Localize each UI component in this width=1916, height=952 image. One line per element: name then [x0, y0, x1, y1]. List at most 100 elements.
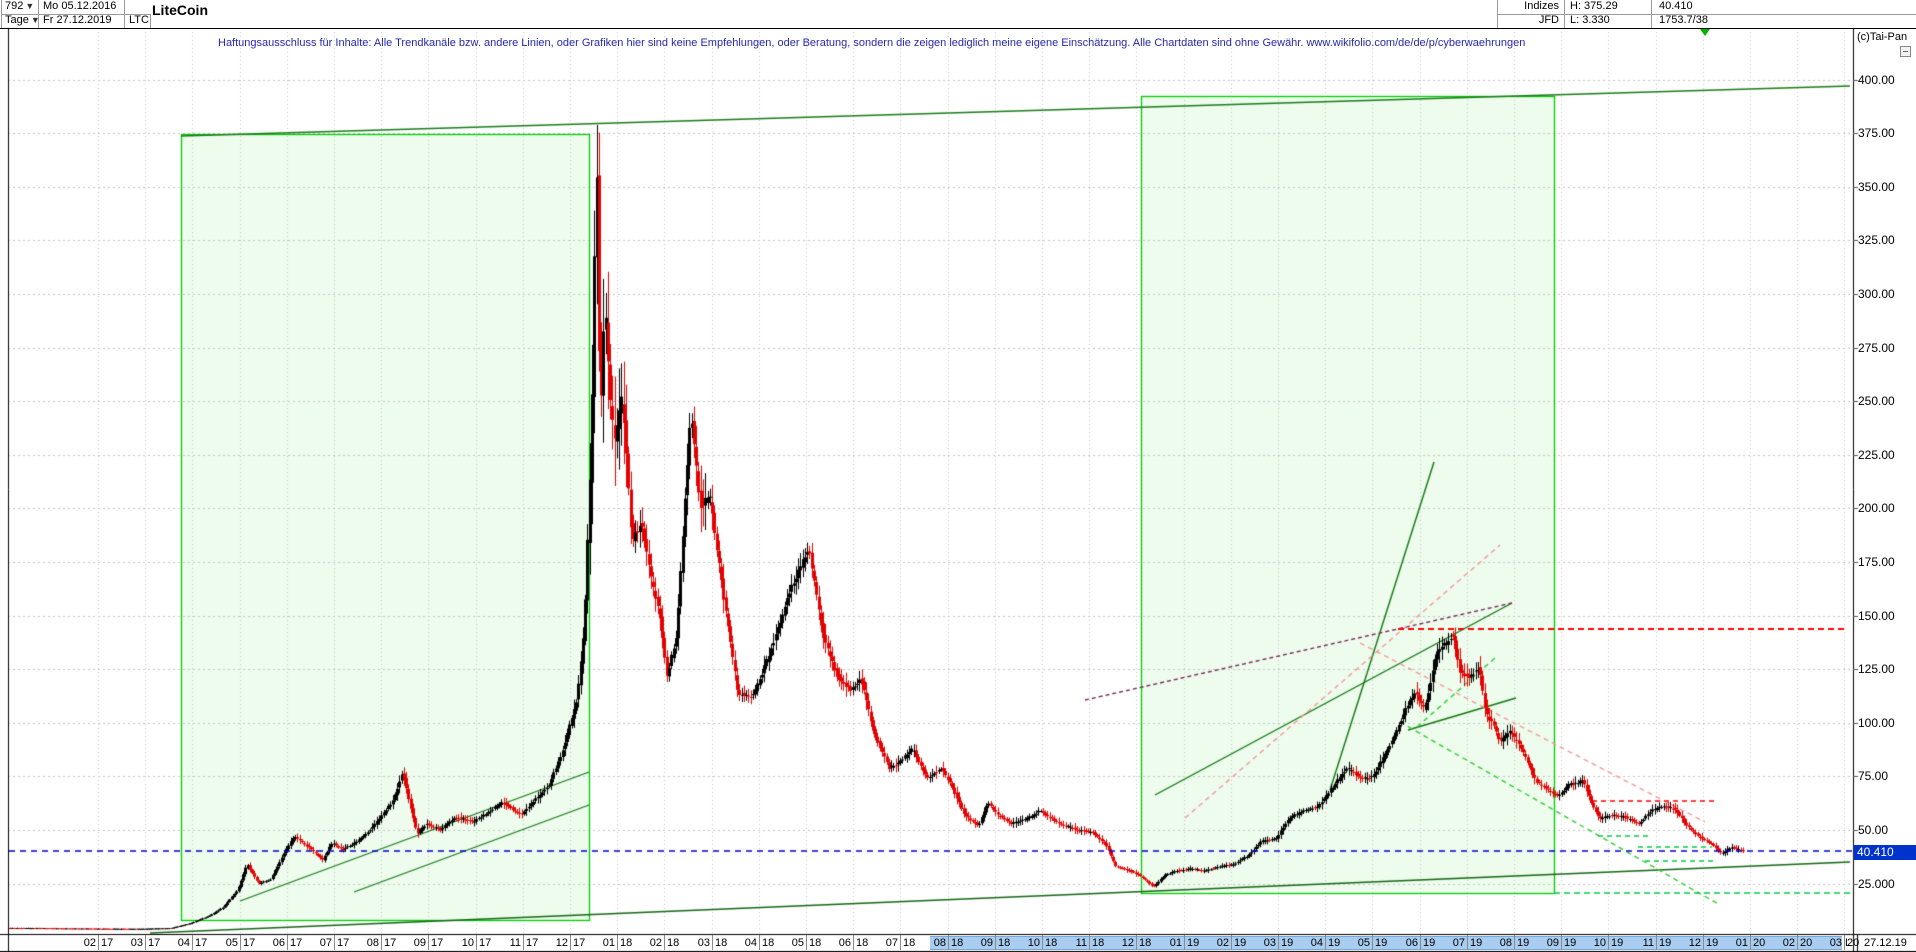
last-date-label: 27.12.19	[1864, 937, 1907, 949]
minimize-icon[interactable]	[1900, 46, 1911, 57]
x-axis-tick	[900, 935, 901, 950]
x-axis-label-year: 19	[1375, 937, 1388, 949]
x-axis-tick	[1844, 935, 1845, 950]
y-axis-label: 150.00	[1858, 608, 1895, 623]
x-axis-label-month: 06	[1405, 937, 1418, 949]
x-axis-tick	[1750, 935, 1751, 950]
x-axis-label-month: 01	[602, 937, 615, 949]
y-axis-label: 250.00	[1858, 394, 1895, 409]
y-axis-label: 75.00	[1858, 769, 1889, 784]
x-axis-label-year: 19	[1564, 937, 1577, 949]
x-axis-tick	[1797, 935, 1798, 950]
x-axis-tick	[853, 935, 854, 950]
y-axis-label: 50.00	[1858, 823, 1889, 837]
y-axis-label: 275.00	[1858, 340, 1895, 355]
last-marker-label: L	[1845, 937, 1852, 949]
x-axis-label-month: 01	[1735, 937, 1748, 949]
x-axis-label-month: 09	[980, 937, 993, 949]
x-axis-label-year: 19	[1423, 937, 1436, 949]
last-price-header: 40.410	[1659, 0, 1693, 12]
x-axis-label-month: 05	[791, 937, 804, 949]
x-axis-tick	[192, 935, 193, 950]
x-axis-label-year: 17	[243, 937, 256, 949]
x-axis-tick	[1184, 935, 1185, 950]
y-axis-label: 225.00	[1858, 447, 1895, 462]
x-axis-tick	[1278, 935, 1279, 950]
high-value: H: 375.29	[1570, 0, 1618, 12]
x-axis-label-month: 03	[130, 937, 143, 949]
bars-count-dropdown[interactable]: 792 ▼	[2, 0, 38, 14]
bars-count-value: 792	[5, 0, 24, 12]
x-axis-label-month: 10	[461, 937, 474, 949]
x-axis-label-month: 08	[366, 937, 379, 949]
x-axis-label-month: 10	[1593, 937, 1606, 949]
x-axis-tick	[1467, 935, 1468, 950]
x-axis-label-year: 18	[1092, 937, 1105, 949]
x-axis-label-month: 09	[413, 937, 426, 949]
x-axis-tick	[98, 935, 99, 950]
x-axis-tick	[1325, 935, 1326, 950]
x-axis-label-month: 07	[885, 937, 898, 949]
x-axis-label-month: 10	[1027, 937, 1040, 949]
y-axis-label: 300.00	[1858, 286, 1895, 301]
y-axis-label: 400.00	[1858, 72, 1895, 87]
x-axis-label-year: 18	[715, 937, 728, 949]
x-axis-label-year: 18	[951, 937, 964, 949]
x-axis-tick	[570, 935, 571, 950]
y-axis-label: 200.00	[1858, 501, 1895, 516]
x-axis-label-month: 08	[1499, 937, 1512, 949]
x-axis-label-year: 18	[762, 937, 775, 949]
chart-marker-triangle-icon	[1700, 29, 1710, 36]
disclaimer-text: Haftungsausschluss für Inhalte: Alle Tre…	[218, 37, 1526, 49]
x-axis-label-year: 20	[1753, 937, 1766, 949]
x-axis-label-year: 17	[431, 937, 444, 949]
x-axis-tick	[1703, 935, 1704, 950]
x-axis-label-month: 03	[1263, 937, 1276, 949]
x-axis-label-year: 17	[384, 937, 397, 949]
x-axis-label-year: 19	[1187, 937, 1200, 949]
x-axis-label-month: 07	[1452, 937, 1465, 949]
x-axis-label-year: 19	[1611, 937, 1624, 949]
x-axis-tick	[1514, 935, 1515, 950]
x-axis-label-year: 18	[1139, 937, 1152, 949]
x-axis-tick	[476, 935, 477, 950]
x-axis-tick	[759, 935, 760, 950]
x-axis-tick	[1656, 935, 1657, 950]
y-axis-label: 325.00	[1858, 233, 1895, 248]
y-axis-label: 375.00	[1858, 126, 1895, 141]
x-axis-label-month: 12	[1688, 937, 1701, 949]
x-axis-range-highlight	[930, 936, 1842, 950]
x-axis-label-year: 17	[526, 937, 539, 949]
volume-info: 1753.7/38	[1659, 14, 1708, 26]
x-axis-tick	[1420, 935, 1421, 950]
x-axis-label-year: 18	[903, 937, 916, 949]
exchange-label: Indizes	[1524, 0, 1559, 12]
x-axis-label-month: 04	[177, 937, 190, 949]
x-axis-label-year: 18	[809, 937, 822, 949]
x-axis-label-year: 19	[1706, 937, 1719, 949]
x-axis-label-year: 19	[1328, 937, 1341, 949]
x-axis-tick	[1608, 935, 1609, 950]
x-axis-label-month: 02	[1782, 937, 1795, 949]
x-axis-label-month: 11	[509, 937, 521, 949]
x-axis-label-month: 03	[1829, 937, 1842, 949]
chevron-down-icon: ▼	[30, 15, 40, 25]
x-axis-label-month: 01	[1169, 937, 1182, 949]
y-axis-label: 100.00	[1858, 715, 1895, 730]
x-axis-label-year: 17	[195, 937, 208, 949]
x-axis-label-month: 11	[1075, 937, 1087, 949]
x-axis-label-month: 02	[1216, 937, 1229, 949]
x-axis-label-year: 18	[667, 937, 680, 949]
x-axis-tick	[664, 935, 665, 950]
x-axis-tick	[145, 935, 146, 950]
x-axis-tick	[948, 935, 949, 950]
x-axis-label-month: 04	[744, 937, 757, 949]
x-axis-tick	[806, 935, 807, 950]
x-axis-label-month: 02	[83, 937, 96, 949]
date-to: Fr 27.12.2019	[43, 14, 112, 26]
x-axis-label-month: 12	[555, 937, 568, 949]
header-border	[1, 14, 150, 15]
periodicity-dropdown[interactable]: Tage ▼	[2, 14, 40, 28]
